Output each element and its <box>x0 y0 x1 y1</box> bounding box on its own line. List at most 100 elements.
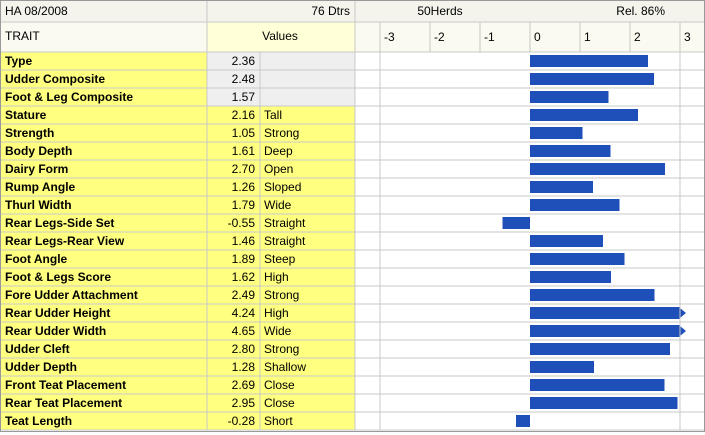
descriptor: Straight <box>264 234 306 248</box>
descriptor-cell <box>260 142 355 160</box>
trait-label: Rear Legs-Side Set <box>5 216 114 230</box>
descriptor: Steep <box>264 252 296 266</box>
bar <box>530 379 665 391</box>
trait-label: Front Teat Placement <box>5 378 126 392</box>
value-cell <box>207 322 260 340</box>
value-label: 1.89 <box>232 252 256 266</box>
bar <box>530 109 638 121</box>
trait-label: Foot & Leg Composite <box>5 90 133 104</box>
value-label: 2.80 <box>232 342 256 356</box>
descriptor: Deep <box>264 144 293 158</box>
bar <box>530 181 593 193</box>
herds: 50Herds <box>417 4 462 18</box>
trait-label: Udder Cleft <box>5 342 70 356</box>
bar <box>530 199 620 211</box>
descriptor-cell <box>260 304 355 322</box>
trait-cell <box>0 52 207 70</box>
value-label: 2.70 <box>232 162 256 176</box>
value-cell <box>207 232 260 250</box>
bar <box>530 271 611 283</box>
descriptor-cell <box>260 286 355 304</box>
descriptor: High <box>264 306 289 320</box>
value-header: Values <box>262 29 298 43</box>
trait-label: Thurl Width <box>5 198 72 212</box>
value-cell <box>207 70 260 88</box>
trait-cell <box>0 340 207 358</box>
descriptor: Strong <box>264 288 299 302</box>
descriptor: Straight <box>264 216 306 230</box>
value-label: 1.79 <box>232 198 256 212</box>
descriptor: Strong <box>264 342 299 356</box>
bar <box>530 145 611 157</box>
descriptor-cell <box>260 394 355 412</box>
bar <box>516 415 530 427</box>
bar <box>530 289 655 301</box>
trait-cell <box>0 358 207 376</box>
value-cell <box>207 106 260 124</box>
value-label: 1.46 <box>232 234 256 248</box>
overflow-arrow <box>680 326 686 336</box>
descriptor-cell <box>260 88 355 106</box>
trait-cell <box>0 124 207 142</box>
descriptor-cell <box>260 376 355 394</box>
value-cell <box>207 376 260 394</box>
value-label: 1.05 <box>232 126 256 140</box>
bar <box>530 397 678 409</box>
value-cell <box>207 160 260 178</box>
descriptor: Sloped <box>264 180 301 194</box>
trait-cell <box>0 322 207 340</box>
descriptor: Tall <box>264 108 282 122</box>
trait-cell <box>0 376 207 394</box>
trait-label: Rear Legs-Rear View <box>5 234 125 248</box>
bar <box>530 91 609 103</box>
descriptor: Short <box>264 414 293 428</box>
descriptor-cell <box>260 160 355 178</box>
bar <box>502 217 530 229</box>
value-label: -0.28 <box>228 414 256 428</box>
x-tick-label: 3 <box>684 30 691 44</box>
bar <box>530 361 594 373</box>
trait-label: Rear Udder Height <box>5 306 110 320</box>
trait-label: Rump Angle <box>5 180 76 194</box>
descriptor-cell <box>260 232 355 250</box>
descriptor-cell <box>260 322 355 340</box>
value-cell <box>207 52 260 70</box>
value-cell <box>207 358 260 376</box>
trait-label: Foot Angle <box>5 252 68 266</box>
trait-cell <box>0 232 207 250</box>
value-cell <box>207 88 260 106</box>
trait-label: Type <box>5 54 32 68</box>
value-cell <box>207 250 260 268</box>
descriptor-cell <box>260 268 355 286</box>
descriptor-cell <box>260 358 355 376</box>
trait-label: Teat Length <box>5 414 72 428</box>
value-cell <box>207 340 260 358</box>
descriptor: Strong <box>264 126 299 140</box>
trait-label: Udder Depth <box>5 360 77 374</box>
descriptor: Wide <box>264 198 292 212</box>
trait-label: Rear Teat Placement <box>5 396 122 410</box>
trait-cell <box>0 412 207 430</box>
bar <box>530 55 648 67</box>
value-cell <box>207 214 260 232</box>
descriptor: Wide <box>264 324 292 338</box>
descriptor-cell <box>260 52 355 70</box>
trait-label: Foot & Legs Score <box>5 270 111 284</box>
trait-label: Fore Udder Attachment <box>5 288 138 302</box>
reliability: Rel. 86% <box>616 4 665 18</box>
value-cell <box>207 124 260 142</box>
descriptor-cell <box>260 412 355 430</box>
value-cell <box>207 394 260 412</box>
value-cell <box>207 178 260 196</box>
title: HA 08/2008 <box>5 4 68 18</box>
trait-label: Strength <box>5 126 54 140</box>
value-cell <box>207 142 260 160</box>
trait-cell <box>0 70 207 88</box>
bar <box>530 307 680 319</box>
trait-cell <box>0 250 207 268</box>
value-label: -0.55 <box>228 216 256 230</box>
trait-cell <box>0 142 207 160</box>
value-cell <box>207 268 260 286</box>
